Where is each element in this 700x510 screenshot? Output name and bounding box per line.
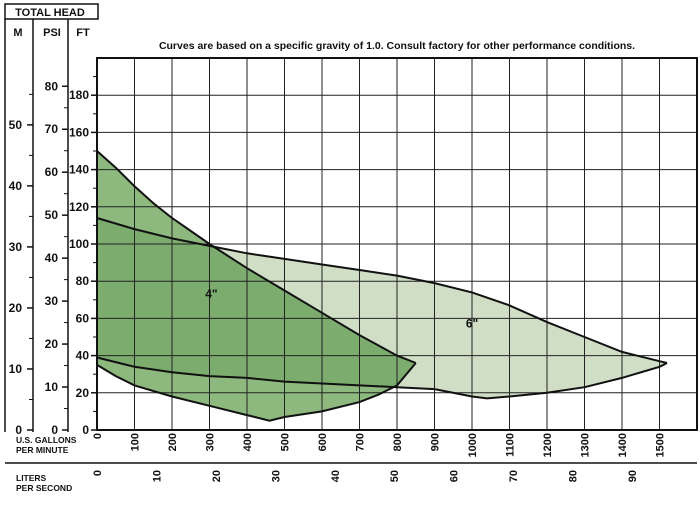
- ft-tick-label: 100: [69, 237, 89, 251]
- gpm-axis-label-line1: U.S. GALLONS: [16, 435, 77, 445]
- curve-lower-6in: [96, 356, 668, 400]
- ft-tick-label: 40: [76, 349, 90, 363]
- lps-tick-label: 70: [508, 470, 520, 482]
- psi-tick-label: 70: [45, 122, 59, 136]
- psi-tick-label: 10: [45, 380, 59, 394]
- psi-tick-label: 30: [45, 294, 59, 308]
- lps-tick-label: 30: [270, 470, 282, 482]
- gpm-tick-label: 200: [167, 433, 179, 451]
- gpm-tick-label: 700: [355, 433, 367, 451]
- lps-tick-label: 40: [330, 470, 342, 482]
- m-tick-label: 40: [9, 179, 23, 193]
- gpm-tick-label: 1300: [580, 433, 592, 457]
- curve-upper-6in: [96, 217, 668, 364]
- header-box: [4, 3, 99, 20]
- grid: [97, 58, 697, 430]
- gpm-tick-label: 1000: [467, 433, 479, 457]
- col-header-m: M: [13, 27, 22, 39]
- curve-regions: [97, 151, 667, 421]
- gpm-tick-label: 1500: [655, 433, 667, 457]
- m-tick-label: 50: [9, 118, 23, 132]
- curve-lower-4in: [96, 362, 417, 422]
- psi-tick-label: 40: [45, 251, 59, 265]
- gpm-tick-label: 600: [317, 433, 329, 451]
- gpm-tick-label: 800: [392, 433, 404, 451]
- curve-upper-4in: [96, 150, 417, 364]
- psi-tick-label: 60: [45, 165, 59, 179]
- ft-tick-label: 120: [69, 200, 89, 214]
- gpm-tick-label: 1400: [617, 433, 629, 457]
- m-tick-label: 10: [9, 362, 23, 376]
- m-tick-label: 20: [9, 301, 23, 315]
- gpm-tick-label: 400: [242, 433, 254, 451]
- ft-tick-label: 80: [76, 274, 90, 288]
- lps-tick-label: 90: [627, 470, 639, 482]
- psi-tick-label: 0: [51, 423, 58, 437]
- m-tick-label: 30: [9, 240, 23, 254]
- lps-axis-label-line2: PER SECOND: [16, 483, 72, 493]
- lps-axis-label-line1: LITERS: [16, 473, 47, 483]
- gpm-tick-label: 300: [205, 433, 217, 451]
- ft-tick-label: 160: [69, 125, 89, 139]
- tick-labels: 0204060801001201401601800102030405060708…: [9, 76, 667, 482]
- psi-tick-label: 20: [45, 337, 59, 351]
- gpm-tick-label: 100: [130, 433, 142, 451]
- gpm-tick-label: 500: [280, 433, 292, 451]
- col-header-psi: PSI: [43, 27, 61, 39]
- gpm-axis-label-line2: PER MINUTE: [16, 445, 69, 455]
- lps-tick-label: 10: [151, 470, 163, 482]
- ft-tick-label: 60: [76, 311, 90, 325]
- total-head-title: TOTAL HEAD: [15, 7, 85, 19]
- lps-tick-label: 0: [92, 470, 104, 476]
- psi-tick-label: 50: [45, 208, 59, 222]
- psi-tick-label: 80: [45, 79, 59, 93]
- curve-outlines: 6" 4": [96, 150, 668, 422]
- gpm-tick-label: 1100: [505, 433, 517, 457]
- lps-tick-label: 80: [568, 470, 580, 482]
- gpm-tick-label: 1200: [542, 433, 554, 457]
- ft-tick-label: 180: [69, 88, 89, 102]
- gpm-tick-label: 0: [92, 433, 104, 439]
- lps-tick-label: 50: [389, 470, 401, 482]
- ft-tick-label: 20: [76, 386, 90, 400]
- m-tick-label: 0: [15, 423, 22, 437]
- lps-tick-label: 20: [211, 470, 223, 482]
- col-header-ft: FT: [76, 27, 90, 39]
- series-label-6in: 6": [466, 317, 478, 331]
- series-label-4in: 4": [205, 287, 217, 301]
- lps-tick-label: 60: [449, 470, 461, 482]
- ft-tick-label: 140: [69, 163, 89, 177]
- chart-note: Curves are based on a specific gravity o…: [159, 40, 635, 52]
- ft-tick-label: 0: [82, 423, 89, 437]
- gpm-tick-label: 900: [430, 433, 442, 451]
